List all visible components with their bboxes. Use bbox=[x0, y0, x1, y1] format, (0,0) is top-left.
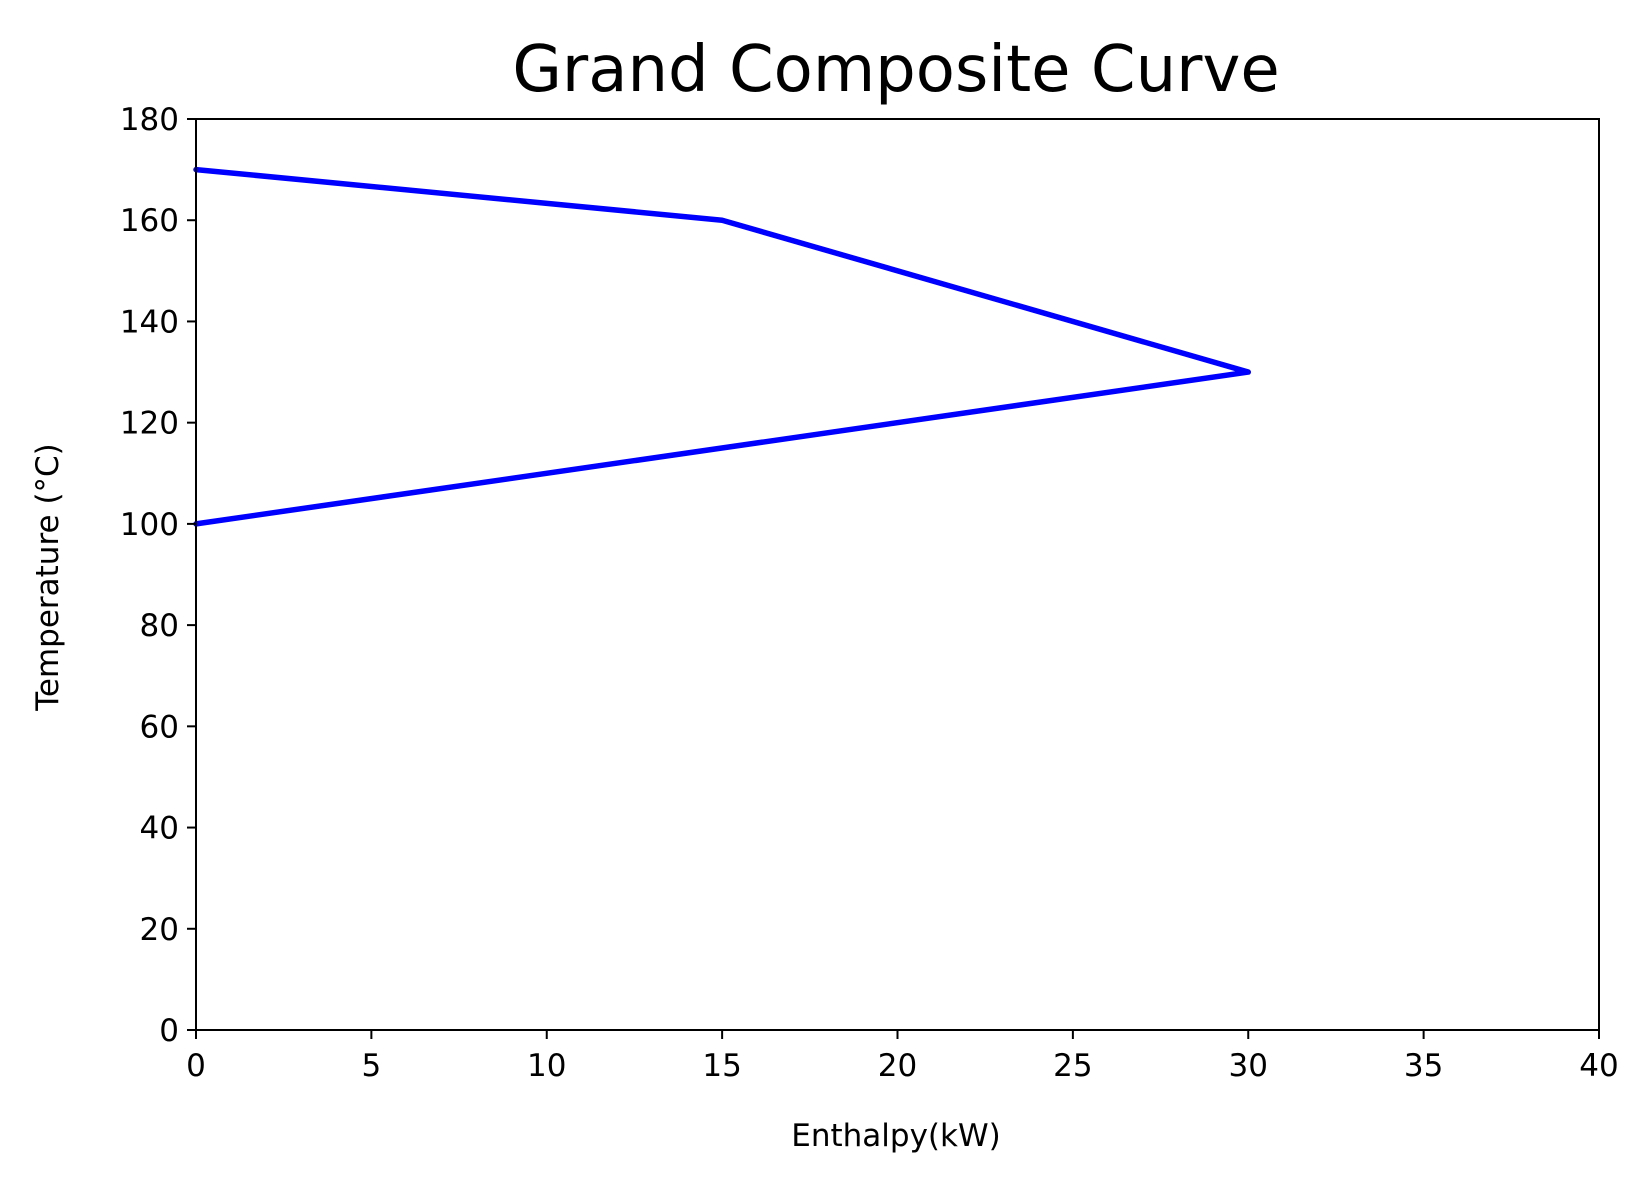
x-axis-label: Enthalpy(kW) bbox=[791, 1118, 1000, 1154]
y-tick-label: 180 bbox=[120, 102, 179, 138]
y-tick-label: 20 bbox=[140, 912, 179, 948]
x-tick-label: 10 bbox=[527, 1048, 566, 1084]
y-tick-label: 160 bbox=[120, 203, 179, 239]
x-tick-label: 30 bbox=[1229, 1048, 1268, 1084]
x-tick-label: 25 bbox=[1053, 1048, 1092, 1084]
y-tick-label: 100 bbox=[120, 507, 179, 543]
y-tick-label: 120 bbox=[120, 406, 179, 442]
y-tick-label: 40 bbox=[140, 811, 179, 847]
x-tick-label: 15 bbox=[702, 1048, 741, 1084]
y-tick-label: 140 bbox=[120, 304, 179, 340]
y-tick-label: 80 bbox=[140, 608, 179, 644]
y-tick-label: 0 bbox=[159, 1013, 179, 1049]
y-axis-label: Temperature (°C) bbox=[30, 443, 66, 712]
y-axis: 0 20 40 60 80 100 120 140 160 180 bbox=[120, 102, 196, 1049]
x-tick-label: 20 bbox=[878, 1048, 917, 1084]
series-line-1 bbox=[193, 166, 1251, 527]
x-tick-label: 0 bbox=[186, 1048, 206, 1084]
y-tick-label: 60 bbox=[140, 709, 179, 745]
plot-frame bbox=[195, 118, 1600, 1031]
x-tick-label: 40 bbox=[1579, 1048, 1618, 1084]
chart-title: Grand Composite Curve bbox=[512, 33, 1279, 107]
x-axis: 0 5 10 15 20 25 30 35 40 bbox=[186, 1030, 1619, 1084]
x-tick-label: 35 bbox=[1404, 1048, 1443, 1084]
x-tick-label: 5 bbox=[362, 1048, 382, 1084]
series-layer bbox=[193, 166, 1251, 527]
